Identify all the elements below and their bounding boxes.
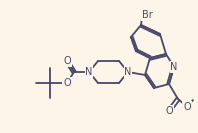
- Text: O: O: [165, 106, 173, 116]
- Text: Br: Br: [142, 10, 153, 20]
- Text: O: O: [63, 56, 71, 66]
- Text: N: N: [85, 67, 93, 77]
- Text: O: O: [63, 78, 71, 88]
- Text: O: O: [183, 102, 191, 112]
- Text: N: N: [124, 67, 132, 77]
- Text: N: N: [170, 62, 178, 72]
